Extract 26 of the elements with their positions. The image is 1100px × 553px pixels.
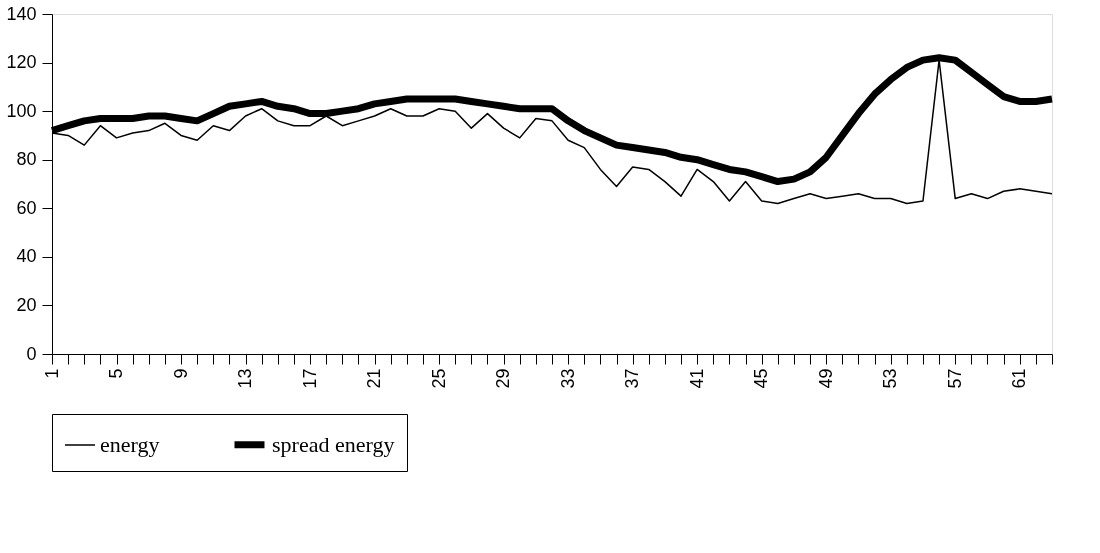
x-tick-label: 5 <box>106 368 127 379</box>
x-tick-label: 1 <box>41 368 62 379</box>
x-tick-label: 53 <box>880 368 901 389</box>
y-tick-label: 100 <box>6 100 37 121</box>
legend-label: energy <box>100 432 160 457</box>
y-tick-label: 0 <box>26 343 37 364</box>
x-tick-label: 41 <box>686 368 707 389</box>
x-tick-label: 37 <box>622 368 643 389</box>
x-tick-label: 33 <box>557 368 578 389</box>
x-tick-label: 45 <box>751 368 772 389</box>
x-tick-label: 57 <box>944 368 965 389</box>
y-tick-label: 120 <box>6 52 37 73</box>
y-tick-label: 60 <box>16 197 37 218</box>
x-tick-label: 49 <box>815 368 836 389</box>
x-tick-label: 25 <box>428 368 449 389</box>
x-tick-label: 9 <box>170 368 191 379</box>
x-tick-label: 61 <box>1009 368 1030 389</box>
legend-label: spread energy <box>272 431 395 457</box>
y-tick-label: 80 <box>16 149 37 170</box>
x-tick-label: 29 <box>493 368 514 389</box>
y-tick-label: 140 <box>6 3 37 24</box>
y-tick-label: 20 <box>16 294 37 315</box>
y-tick-label: 40 <box>16 246 37 267</box>
x-tick-label: 13 <box>235 368 256 389</box>
x-tick-label: 17 <box>299 368 320 389</box>
x-tick-label: 21 <box>364 368 385 389</box>
